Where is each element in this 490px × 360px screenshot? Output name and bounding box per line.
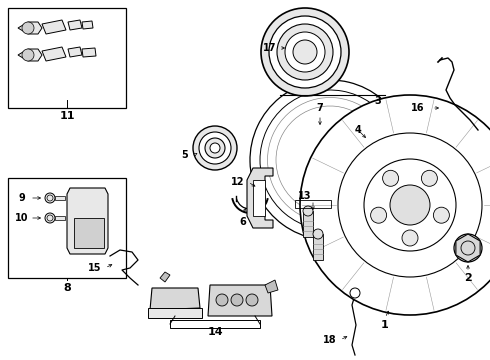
Bar: [170, 320, 260, 328]
Circle shape: [210, 143, 220, 153]
Bar: [8, 8, 126, 108]
Polygon shape: [68, 20, 82, 30]
Polygon shape: [18, 49, 42, 61]
Circle shape: [329, 204, 341, 216]
Text: 3: 3: [375, 96, 381, 106]
Circle shape: [303, 206, 313, 216]
Text: 5: 5: [182, 150, 188, 160]
Circle shape: [261, 8, 349, 96]
Text: 1: 1: [381, 320, 389, 330]
Circle shape: [45, 193, 55, 203]
Text: 10: 10: [15, 213, 29, 223]
Polygon shape: [368, 142, 378, 155]
Circle shape: [199, 132, 231, 164]
Circle shape: [402, 230, 418, 246]
Polygon shape: [456, 234, 480, 262]
Polygon shape: [303, 211, 313, 237]
Circle shape: [333, 168, 377, 212]
Polygon shape: [42, 20, 66, 34]
Circle shape: [293, 40, 317, 64]
Bar: [8, 178, 126, 278]
Text: 6: 6: [240, 217, 246, 227]
Polygon shape: [68, 47, 82, 57]
Circle shape: [22, 49, 34, 61]
Bar: [358, 108, 398, 168]
Circle shape: [205, 138, 225, 158]
Circle shape: [193, 126, 237, 170]
Text: 15: 15: [88, 263, 102, 273]
Circle shape: [433, 207, 449, 223]
Text: 8: 8: [63, 283, 71, 293]
Polygon shape: [74, 218, 104, 248]
Polygon shape: [208, 285, 272, 316]
Text: 18: 18: [323, 335, 337, 345]
Polygon shape: [82, 21, 93, 29]
Polygon shape: [42, 47, 66, 61]
Polygon shape: [160, 272, 170, 282]
Text: 4: 4: [355, 125, 361, 135]
Text: 17: 17: [263, 43, 277, 53]
Circle shape: [216, 294, 228, 306]
Circle shape: [350, 288, 360, 298]
Polygon shape: [55, 216, 65, 220]
Text: 12: 12: [231, 177, 245, 187]
Polygon shape: [148, 308, 202, 318]
Circle shape: [383, 170, 398, 186]
Circle shape: [369, 204, 381, 216]
Text: 16: 16: [411, 103, 425, 113]
Polygon shape: [253, 180, 265, 216]
Circle shape: [231, 294, 243, 306]
Polygon shape: [67, 188, 108, 254]
Bar: [295, 200, 331, 208]
Polygon shape: [265, 280, 278, 293]
Text: 7: 7: [317, 103, 323, 113]
Text: 13: 13: [298, 191, 312, 201]
Circle shape: [369, 164, 381, 176]
Polygon shape: [18, 22, 42, 34]
Circle shape: [269, 16, 341, 88]
Polygon shape: [313, 234, 323, 260]
Circle shape: [390, 185, 430, 225]
Circle shape: [309, 144, 401, 236]
Text: 9: 9: [19, 193, 25, 203]
Circle shape: [313, 229, 323, 239]
Circle shape: [277, 24, 333, 80]
Circle shape: [300, 95, 490, 315]
Circle shape: [22, 22, 34, 34]
Circle shape: [454, 234, 482, 262]
Circle shape: [329, 164, 341, 176]
Circle shape: [285, 32, 325, 72]
Circle shape: [421, 170, 438, 186]
Polygon shape: [247, 168, 273, 228]
Text: 2: 2: [464, 273, 472, 283]
Text: 14: 14: [207, 327, 223, 337]
Circle shape: [370, 207, 387, 223]
Text: 11: 11: [59, 111, 75, 121]
Circle shape: [45, 213, 55, 223]
Circle shape: [246, 294, 258, 306]
Polygon shape: [55, 196, 65, 200]
Polygon shape: [150, 288, 200, 310]
Polygon shape: [82, 48, 96, 57]
